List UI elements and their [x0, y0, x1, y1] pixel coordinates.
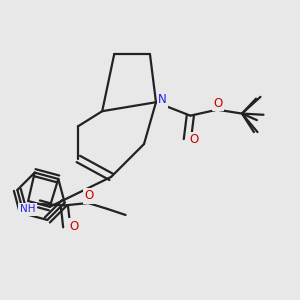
Text: NH: NH	[20, 204, 35, 214]
Text: O: O	[70, 220, 79, 233]
Text: N: N	[158, 93, 167, 106]
Text: O: O	[213, 97, 222, 110]
Text: O: O	[189, 133, 199, 146]
Text: O: O	[84, 189, 94, 203]
